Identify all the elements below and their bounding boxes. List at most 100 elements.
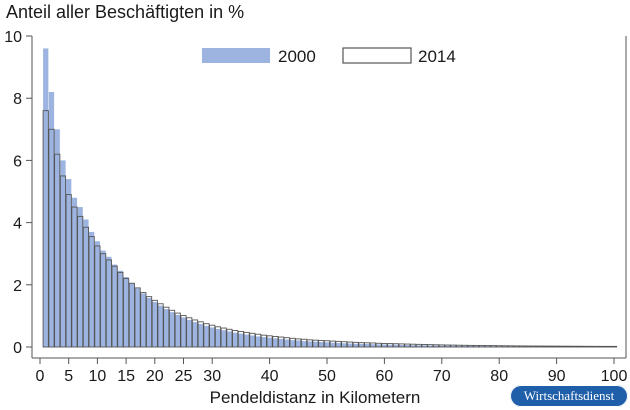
bar-2000 xyxy=(140,293,146,347)
bar-2000 xyxy=(295,340,301,347)
bar-2014 xyxy=(295,338,302,348)
bar-2014 xyxy=(272,335,279,348)
bar-2014 xyxy=(48,128,55,348)
bar-2000 xyxy=(226,331,233,347)
bar-2000 xyxy=(358,343,365,347)
bar-2014 xyxy=(530,345,537,348)
bar-2000 xyxy=(134,288,141,347)
bar-2014 xyxy=(180,315,187,348)
bar-2014 xyxy=(186,317,193,348)
y-axis-label: Anteil aller Beschäftigten in % xyxy=(6,2,245,22)
bar-2000 xyxy=(163,309,169,347)
x-tick-label: 5 xyxy=(64,368,73,385)
x-tick-label: 15 xyxy=(117,368,135,385)
bar-2000 xyxy=(381,344,388,347)
bar-2000 xyxy=(152,301,158,347)
bar-2000 xyxy=(89,231,95,347)
x-tick-label: 70 xyxy=(433,368,451,385)
bar-2000 xyxy=(335,342,342,347)
y-tick-label: 4 xyxy=(13,216,22,233)
bar-2000 xyxy=(94,241,101,347)
bar-2000 xyxy=(353,343,359,347)
bar-2000 xyxy=(467,345,474,347)
bar-2014 xyxy=(145,296,153,348)
bar-2000 xyxy=(462,345,468,347)
bar-2000 xyxy=(100,250,106,347)
bar-2014 xyxy=(387,343,394,348)
bar-2000 xyxy=(186,319,192,347)
bar-2000 xyxy=(324,342,330,347)
bar-2014 xyxy=(341,341,348,348)
bar-2000 xyxy=(433,345,439,347)
bar-2014 xyxy=(404,343,411,348)
bar-2014 xyxy=(42,110,49,348)
bar-2014 xyxy=(553,345,560,348)
brand-logo: Wirtschaftsdienst xyxy=(510,385,628,407)
bar-2000 xyxy=(278,338,284,347)
bar-2014 xyxy=(478,345,486,348)
bar-2014 xyxy=(513,345,520,348)
bar-2000 xyxy=(312,341,319,347)
bar-2000 xyxy=(398,344,405,347)
bar-2014 xyxy=(610,345,618,348)
bar-2014 xyxy=(318,340,325,348)
bar-2014 xyxy=(335,340,342,348)
bar-2014 xyxy=(536,345,543,348)
bar-2014 xyxy=(163,306,170,348)
bar-2014 xyxy=(467,344,474,348)
bar-2014 xyxy=(312,339,319,348)
bar-2000 xyxy=(111,264,118,347)
bar-2000 xyxy=(117,270,123,347)
bar-2000 xyxy=(54,129,60,347)
x-tick-label: 0 xyxy=(36,368,45,385)
bar-2014 xyxy=(168,309,176,348)
bar-2014 xyxy=(197,321,204,348)
bar-2000 xyxy=(347,343,353,347)
x-tick-label: 30 xyxy=(203,368,221,385)
x-tick-label: 100 xyxy=(601,368,628,385)
bar-2014 xyxy=(484,345,491,348)
bar-2014 xyxy=(461,344,468,348)
bar-2000 xyxy=(249,335,256,347)
bar-2000 xyxy=(341,343,347,347)
bar-2014 xyxy=(587,345,595,348)
bar-2014 xyxy=(576,345,583,348)
bar-2014 xyxy=(54,153,61,348)
legend: 2000 2014 xyxy=(202,47,456,66)
bar-2000 xyxy=(456,345,462,347)
bar-2014 xyxy=(381,342,388,348)
bar-2014 xyxy=(364,342,371,348)
bar-2000 xyxy=(71,197,78,347)
bar-2000 xyxy=(238,333,244,347)
bar-2000 xyxy=(473,346,479,347)
bar-2014 xyxy=(128,282,135,348)
bar-2014 xyxy=(226,328,233,348)
bar-2014 xyxy=(123,278,130,348)
legend-label-2000: 2000 xyxy=(278,47,316,66)
bar-2000 xyxy=(83,219,89,347)
bar-2014 xyxy=(77,215,84,348)
bar-2014 xyxy=(117,271,124,348)
y-tick-label: 6 xyxy=(13,153,22,170)
bar-2000 xyxy=(244,334,250,347)
x-tick-label: 60 xyxy=(376,368,394,385)
bar-2014 xyxy=(432,344,440,348)
x-tick-label: 25 xyxy=(175,368,193,385)
bar-2014 xyxy=(174,312,181,348)
bar-2000 xyxy=(272,338,278,347)
bar-2014 xyxy=(438,344,445,348)
bar-2000 xyxy=(301,341,307,347)
bar-2000 xyxy=(203,325,210,347)
bar-2014 xyxy=(427,344,434,348)
series-2014-bars xyxy=(42,110,618,348)
bar-2000 xyxy=(370,344,376,347)
bar-2000 xyxy=(404,345,410,347)
bar-2000 xyxy=(387,344,393,347)
bar-2000 xyxy=(261,337,267,347)
bar-2014 xyxy=(542,345,549,348)
bar-2000 xyxy=(376,344,382,347)
bar-2000 xyxy=(106,256,112,347)
bar-2014 xyxy=(392,343,399,348)
bar-2014 xyxy=(151,299,158,348)
